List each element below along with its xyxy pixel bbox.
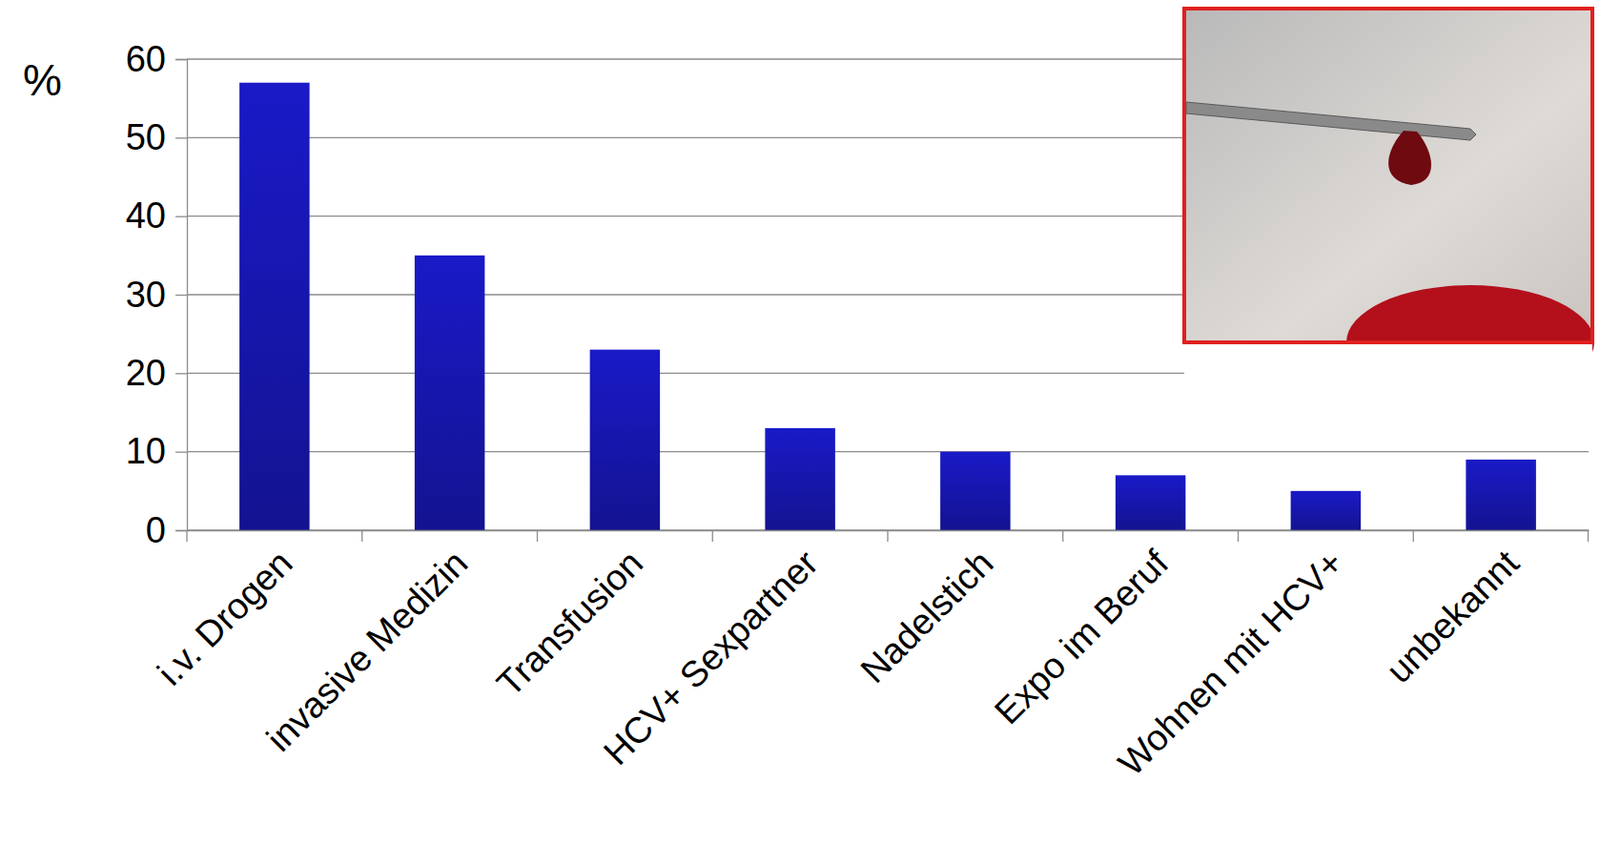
x-tick: Wohnen mit HCV+ xyxy=(1110,530,1352,784)
bar xyxy=(1465,459,1537,531)
chart: 0 10 20 30 40 50 60 i.v. Drogeninvasive Medizin… xyxy=(0,0,1600,864)
category-divider xyxy=(1237,530,1239,542)
x-tick: invasive Medizin xyxy=(259,530,476,759)
photo-frame xyxy=(1184,8,1593,343)
category-divider xyxy=(1062,530,1064,542)
bar xyxy=(239,82,310,531)
category-divider xyxy=(712,530,714,542)
category-divider xyxy=(536,530,538,542)
x-tick-label: invasive Medizin xyxy=(259,542,476,759)
x-tick: Transfusion xyxy=(489,530,651,704)
y-tick-mark xyxy=(175,294,187,296)
y-tick-label: 60 xyxy=(125,39,166,80)
y-axis: 0 10 20 30 40 50 60 xyxy=(125,39,188,551)
bar xyxy=(414,255,486,531)
photo-inset xyxy=(1184,8,1595,410)
bar xyxy=(764,428,836,531)
x-tick: Expo im Beruf xyxy=(986,530,1177,733)
x-tick-label: Expo im Beruf xyxy=(986,542,1177,733)
needle xyxy=(1186,102,1477,141)
y-tick: 60 xyxy=(125,39,187,80)
bar xyxy=(590,349,661,531)
bar xyxy=(1291,491,1362,531)
y-tick-mark xyxy=(175,59,187,61)
x-tick: i.v. Drogen xyxy=(149,530,301,694)
y-tick-mark xyxy=(175,530,187,532)
y-tick-mark xyxy=(175,451,187,453)
photo-mask xyxy=(1184,342,1593,410)
x-tick-label: unbekannt xyxy=(1378,542,1528,692)
category-divider xyxy=(185,530,187,542)
x-tick-label: HCV+ Sexpartner xyxy=(595,542,826,773)
x-tick: HCV+ Sexpartner xyxy=(595,530,826,773)
x-tick: Nadelstich xyxy=(852,530,1001,691)
y-tick: 50 xyxy=(125,117,187,158)
x-tick-label: Transfusion xyxy=(489,542,651,704)
y-tick: 10 xyxy=(125,430,187,472)
blood-drop xyxy=(1388,130,1432,185)
y-tick-mark xyxy=(175,137,187,139)
y-axis-title: % xyxy=(22,55,62,105)
y-tick-label: 50 xyxy=(125,117,166,158)
category-divider xyxy=(1587,530,1589,542)
y-tick: 30 xyxy=(125,274,187,315)
y-tick-mark xyxy=(175,216,187,218)
photo-border xyxy=(1184,8,1593,343)
y-axis-line xyxy=(175,60,188,532)
y-tick-label: 0 xyxy=(145,510,166,551)
x-tick-label: i.v. Drogen xyxy=(149,542,301,694)
category-divider xyxy=(1413,530,1415,542)
y-tick-mark xyxy=(175,372,187,374)
x-tick-label: Nadelstich xyxy=(852,542,1001,691)
bar xyxy=(940,451,1011,531)
category-divider xyxy=(886,530,888,542)
x-axis: i.v. Drogeninvasive MedizinTransfusionHC… xyxy=(149,530,1590,784)
y-tick-label: 10 xyxy=(125,430,166,472)
y-tick-label: 40 xyxy=(125,195,166,236)
y-tick-label: 20 xyxy=(125,352,166,393)
y-tick: 20 xyxy=(125,352,187,393)
y-tick-label: 30 xyxy=(125,274,166,315)
category-divider xyxy=(361,530,363,542)
category-dividers xyxy=(186,530,1589,542)
y-tick: 0 xyxy=(145,510,187,551)
grid-line xyxy=(186,451,1589,452)
x-tick-label: Wohnen mit HCV+ xyxy=(1110,542,1352,783)
bar xyxy=(1115,474,1187,531)
y-tick: 40 xyxy=(125,195,187,236)
x-tick: unbekannt xyxy=(1378,530,1528,691)
